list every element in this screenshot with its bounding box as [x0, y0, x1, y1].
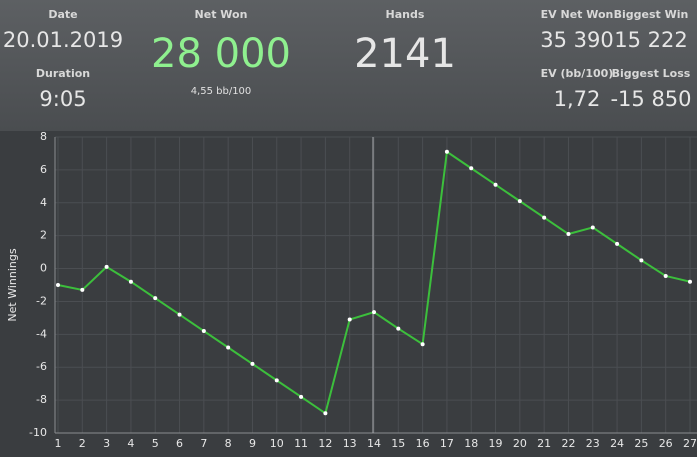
- data-point: [201, 329, 206, 334]
- data-point: [615, 241, 620, 246]
- header: Date 20.01.2019 Duration 9:05 Net Won 28 000 4…: [3, 8, 692, 111]
- x-tick-label: 12: [318, 437, 332, 450]
- data-point: [323, 411, 328, 416]
- y-tick-label: -2: [36, 294, 47, 307]
- x-tick-label: 21: [537, 437, 551, 450]
- stat-value: 35 390: [540, 28, 613, 52]
- x-tick-label: 5: [152, 437, 159, 450]
- x-tick-label: 17: [440, 437, 454, 450]
- x-tick-label: 26: [659, 437, 673, 450]
- data-point: [250, 361, 255, 366]
- y-tick-label: -10: [29, 426, 47, 439]
- data-point: [153, 296, 158, 301]
- x-tick-label: 2: [79, 437, 86, 450]
- data-point: [274, 378, 279, 383]
- x-tick-label: 19: [489, 437, 503, 450]
- x-tick-label: 11: [294, 437, 308, 450]
- x-tick-label: 22: [561, 437, 575, 450]
- y-tick-label: 6: [40, 163, 47, 176]
- y-tick-label: -8: [36, 393, 47, 406]
- x-tick-label: 10: [270, 437, 284, 450]
- data-point: [420, 342, 425, 347]
- x-tick-label: 18: [464, 437, 478, 450]
- data-point: [396, 326, 401, 331]
- data-point: [493, 182, 498, 187]
- x-tick-label: 9: [249, 437, 256, 450]
- x-tick-label: 23: [586, 437, 600, 450]
- stat-label: Biggest Loss: [612, 67, 691, 80]
- x-tick-label: 14: [367, 437, 381, 450]
- data-point: [128, 279, 133, 284]
- stat-value: 9:05: [39, 87, 86, 111]
- y-tick-label: 8: [40, 130, 47, 143]
- stat-sub: 4,55 bb/100: [191, 86, 252, 97]
- chart-bg: [0, 131, 697, 457]
- stat-value: 20.01.2019: [3, 28, 123, 52]
- data-point: [663, 273, 668, 278]
- data-point: [299, 394, 304, 399]
- x-tick-label: 16: [416, 437, 430, 450]
- x-tick-label: 8: [225, 437, 232, 450]
- header-bg: [0, 0, 697, 131]
- data-point: [226, 345, 231, 350]
- data-point: [542, 215, 547, 220]
- data-point: [517, 199, 522, 204]
- stat-label: Net Won: [195, 8, 248, 21]
- data-point: [590, 225, 595, 230]
- x-tick-label: 7: [200, 437, 207, 450]
- stat-value: -15 850: [610, 87, 691, 111]
- x-tick-label: 1: [55, 437, 62, 450]
- y-tick-label: -4: [36, 327, 47, 340]
- stat-label: Hands: [386, 8, 425, 21]
- y-tick-label: -6: [36, 360, 47, 373]
- x-tick-label: 27: [683, 437, 697, 450]
- y-axis-title: Net Winnings: [6, 248, 19, 321]
- x-tick-label: 15: [391, 437, 405, 450]
- data-point: [372, 310, 376, 315]
- x-tick-label: 20: [513, 437, 527, 450]
- data-point: [688, 279, 692, 284]
- data-point: [104, 264, 109, 269]
- stat-value: 15 222: [614, 28, 687, 52]
- data-point: [639, 258, 644, 263]
- y-tick-label: 2: [40, 229, 47, 242]
- stat-label: Date: [48, 8, 77, 21]
- stat-label: EV Net Won: [541, 8, 614, 21]
- data-point: [469, 166, 474, 171]
- data-point: [177, 312, 182, 317]
- x-tick-label: 4: [127, 437, 134, 450]
- y-tick-label: 0: [40, 262, 47, 275]
- data-point: [347, 317, 352, 322]
- data-point: [80, 287, 85, 292]
- stat-value: 2141: [354, 31, 456, 77]
- data-point: [444, 149, 449, 154]
- x-tick-label: 3: [103, 437, 110, 450]
- stat-label: Duration: [36, 67, 90, 80]
- y-tick-label: 4: [40, 196, 47, 209]
- x-tick-label: 13: [343, 437, 357, 450]
- stat-value: 1,72: [554, 87, 601, 111]
- x-tick-label: 6: [176, 437, 183, 450]
- stat-label: Biggest Win: [614, 8, 689, 21]
- stat-label: EV (bb/100): [541, 67, 614, 80]
- stat-value: 28 000: [151, 31, 291, 77]
- data-point: [566, 232, 571, 237]
- x-tick-label: 25: [634, 437, 648, 450]
- data-point: [56, 283, 60, 287]
- x-tick-label: 24: [610, 437, 624, 450]
